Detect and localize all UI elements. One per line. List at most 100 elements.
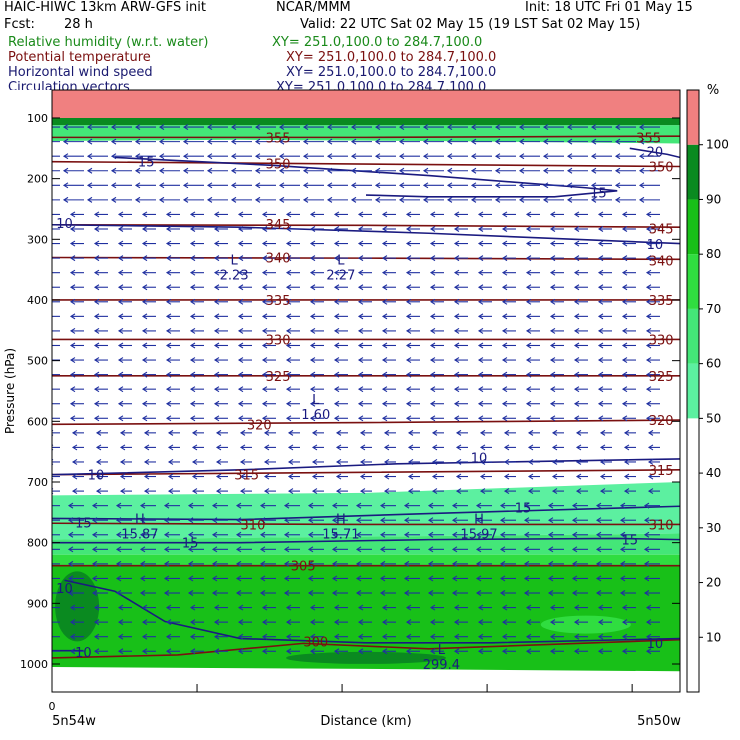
vector-arrowhead: [117, 386, 124, 393]
vector-arrowhead: [542, 153, 549, 160]
vector-arrowhead: [91, 575, 98, 582]
vector-arrowhead: [551, 488, 558, 495]
colorbar-tick-label: 10: [706, 630, 721, 644]
vector-arrowhead: [499, 517, 506, 524]
colorbar-tick-label: 20: [706, 576, 721, 590]
vector-arrowhead: [254, 124, 261, 131]
vector-arrowhead: [69, 269, 76, 276]
vector-arrowhead: [518, 196, 525, 203]
vector-arrowhead: [566, 182, 573, 189]
vector-arrowhead: [597, 269, 604, 276]
vector-arrowhead: [431, 473, 438, 480]
y-tick-label: 400: [27, 294, 48, 307]
x-axis-title: Distance (km): [320, 714, 411, 729]
vector-arrowhead: [283, 517, 290, 524]
vector-arrowhead: [525, 415, 532, 422]
axes: 100 200 300 400 500 600 700 800 900 1000: [20, 112, 680, 692]
wind-contour: [52, 505, 680, 521]
vector-arrowhead: [501, 226, 508, 232]
vector-arrowhead: [501, 211, 508, 218]
vector-arrowhead: [165, 269, 172, 276]
vector-arrowhead: [239, 444, 246, 451]
vector-arrowhead: [110, 167, 117, 174]
vector-arrowhead: [261, 226, 268, 232]
vector-arrowhead: [381, 371, 388, 378]
vector-arrowhead: [381, 240, 388, 247]
vector-arrowhead: [139, 531, 146, 538]
vector-arrowhead: [566, 196, 573, 203]
theta-label: 335: [649, 294, 674, 309]
vector-arrowhead: [590, 196, 597, 203]
vector-arrowhead: [431, 488, 438, 495]
vector-arrowhead: [475, 531, 482, 538]
y-axis-title: Pressure (hPa): [3, 348, 17, 434]
vector-arrowhead: [614, 138, 621, 145]
vector-arrowhead: [187, 590, 194, 596]
vector-arrowhead: [501, 284, 508, 291]
vector-arrowhead: [549, 226, 556, 232]
vector-arrowhead: [453, 648, 460, 655]
vector-arrowhead: [407, 429, 414, 436]
vector-arrowhead: [189, 327, 196, 334]
vector-arrowhead: [182, 167, 189, 174]
vector-arrowhead: [158, 196, 165, 203]
vector-arrowhead: [350, 124, 357, 131]
vector-arrowhead: [45, 576, 49, 581]
vector-arrowhead: [405, 226, 412, 232]
vector-arrowhead: [302, 196, 309, 203]
vector-arrowhead: [333, 400, 340, 407]
vector-arrowhead: [573, 386, 580, 393]
vector-arrowhead: [213, 327, 220, 334]
vector-arrowhead: [86, 138, 93, 145]
field-wind-xy: XY= 251.0,100.0 to 284.7,100.0: [286, 65, 497, 80]
vector-arrowhead: [309, 269, 316, 276]
vector-arrowhead: [285, 400, 292, 407]
vector-arrowhead: [71, 444, 78, 451]
wind-contour: [629, 147, 680, 159]
vector-arrowhead: [621, 400, 628, 407]
vector-arrowhead: [455, 429, 462, 436]
vector-arrowhead: [407, 444, 414, 451]
vector-arrowhead: [283, 590, 290, 596]
vector-arrowhead: [119, 473, 126, 480]
vector-arrowhead: [213, 604, 220, 611]
vector-arrowhead: [549, 371, 556, 378]
vector-arrowhead: [573, 648, 580, 655]
vector-arrowhead: [189, 415, 196, 422]
vector-arrowhead: [477, 284, 484, 291]
vector-arrowhead: [230, 153, 237, 160]
vector-arrowhead: [115, 517, 122, 524]
vector-arrowhead: [359, 429, 366, 436]
vector-arrowhead: [261, 357, 268, 364]
vector-arrowhead: [429, 604, 436, 611]
vector-arrowhead: [189, 400, 196, 407]
vector-arrowhead: [475, 575, 482, 582]
vector-arrowhead: [374, 153, 381, 160]
vector-arrowhead: [547, 502, 554, 509]
vector-arrowhead: [549, 240, 556, 247]
vector-arrowhead: [403, 502, 410, 509]
vector-arrowhead: [69, 313, 76, 320]
vector-arrowhead: [285, 211, 292, 218]
vector-arrowhead: [117, 371, 124, 378]
vector-arrowhead: [331, 502, 338, 509]
colorbar-tick-label: 90: [706, 192, 721, 206]
vector-arrowhead: [91, 546, 98, 553]
vector-arrowhead: [191, 444, 198, 451]
vector-arrowhead: [285, 619, 292, 626]
vector-arrowhead: [165, 226, 172, 232]
vector-arrowhead: [191, 429, 198, 436]
vector-arrowhead: [163, 546, 170, 553]
vector-arrowhead: [62, 167, 69, 174]
vector-arrowhead: [573, 619, 580, 626]
vector-arrowhead: [619, 546, 626, 553]
vector-arrowhead: [235, 502, 242, 509]
vector-arrowhead: [309, 211, 316, 218]
vector-arrowhead: [69, 371, 76, 378]
vector-arrowhead: [117, 633, 124, 640]
vector-arrowhead: [357, 648, 364, 655]
vector-arrowhead: [331, 590, 338, 596]
vector-arrowhead: [331, 560, 338, 567]
vector-arrowhead: [134, 182, 141, 189]
vector-arrowhead: [215, 429, 222, 436]
